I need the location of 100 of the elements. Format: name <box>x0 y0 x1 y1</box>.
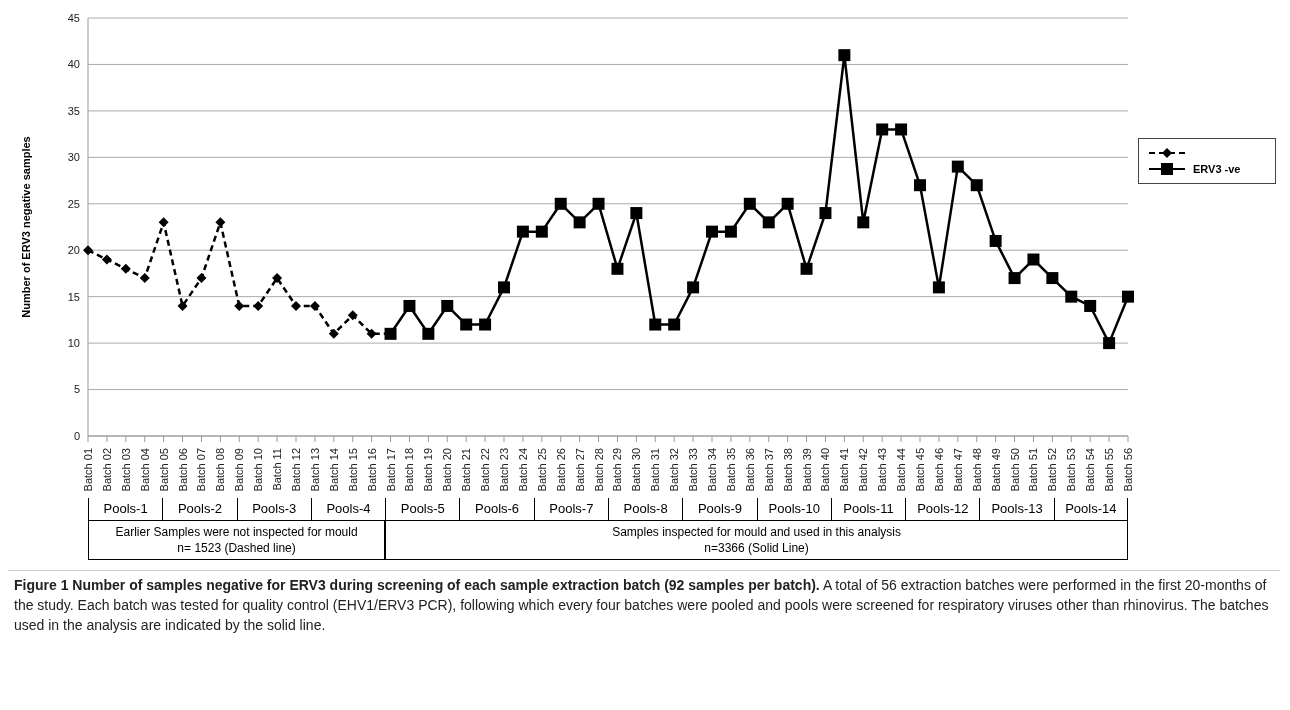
point <box>687 281 700 294</box>
x-tick-label: Batch 13 <box>308 448 321 492</box>
point <box>441 299 454 312</box>
point <box>1008 272 1021 285</box>
x-tick-label: Batch 52 <box>1046 448 1059 492</box>
x-tick-label: Batch 29 <box>611 448 624 492</box>
x-tick-label: Batch 24 <box>516 448 529 492</box>
x-tick-label: Batch 28 <box>592 448 605 492</box>
x-tick-label: Batch 20 <box>441 448 454 492</box>
point <box>668 318 681 331</box>
point <box>535 225 548 238</box>
point <box>1103 337 1116 350</box>
point <box>83 245 93 256</box>
point <box>800 262 813 275</box>
text: Pools-6 <box>459 498 534 520</box>
text: Samples inspected for mould and used in this analysis n=3366 (Solid Line) <box>385 520 1128 560</box>
x-tick-label: Batch 01 <box>82 448 94 492</box>
x-tick-label: Batch 07 <box>195 448 208 492</box>
x-tick-label: Batch 10 <box>252 448 265 492</box>
point <box>724 225 737 238</box>
point <box>781 197 794 210</box>
text: Pools-10 <box>756 498 831 520</box>
point <box>914 179 926 192</box>
x-tick-label: Batch 41 <box>838 448 851 492</box>
legend-label: ERV3 -ve <box>1193 163 1241 175</box>
point <box>592 197 605 210</box>
point <box>460 318 473 331</box>
text: Pools-5 <box>385 498 460 520</box>
point <box>253 300 264 311</box>
point <box>554 197 567 210</box>
y-tick-label: 40 <box>67 58 80 71</box>
point <box>291 300 301 311</box>
y-tick-label: 15 <box>67 290 80 303</box>
point <box>479 318 492 331</box>
x-tick-label: Batch 44 <box>895 448 908 492</box>
point <box>970 179 983 192</box>
x-tick-label: Batch 04 <box>138 448 151 492</box>
x-tick-label: Batch 50 <box>1008 448 1021 492</box>
x-tick-label: Batch 51 <box>1027 448 1040 492</box>
x-tick-label: Batch 54 <box>1084 448 1097 492</box>
x-tick-label: Batch 38 <box>781 448 794 492</box>
x-tick-label: Batch 32 <box>668 448 681 492</box>
point <box>895 123 908 136</box>
point <box>1027 253 1040 266</box>
y-tick-label: 0 <box>73 429 80 442</box>
point <box>951 160 964 173</box>
point <box>762 216 775 229</box>
x-tick-label: Batch 16 <box>365 448 378 492</box>
point <box>196 273 207 284</box>
point <box>347 310 358 321</box>
text: Pools-2 <box>162 498 237 520</box>
y-tick-label: 30 <box>67 151 80 164</box>
text: Pools-4 <box>310 498 386 520</box>
point <box>215 217 226 228</box>
point <box>706 225 718 238</box>
point <box>1065 290 1078 303</box>
x-tick-label: Batch 34 <box>706 448 718 492</box>
x-tick-label: Batch 30 <box>630 448 643 492</box>
x-tick-label: Batch 40 <box>819 448 832 492</box>
y-tick-label: 45 <box>67 11 80 24</box>
x-tick-label: Batch 42 <box>857 448 870 492</box>
x-tick-label: Batch 17 <box>384 448 397 492</box>
y-axis-title: Number of ERV3 negative samples <box>19 136 32 318</box>
x-tick-label: Batch 05 <box>157 448 170 492</box>
point <box>101 254 112 265</box>
text: Pools-14 <box>1053 498 1128 520</box>
x-tick-label: Batch 39 <box>800 448 813 492</box>
x-tick-label: Batch 03 <box>119 448 132 492</box>
caption: Figure 1 Number of samples negative for ERV3 during screening of each sample extraction batch (92 samples per batch). <box>14 577 820 593</box>
text: Pools-7 <box>533 498 608 520</box>
point <box>630 207 643 220</box>
text: Pools-1 <box>88 498 163 520</box>
point <box>403 299 416 312</box>
text: Pools-13 <box>979 498 1054 520</box>
x-tick-label: Batch 11 <box>271 448 284 491</box>
point <box>1084 299 1097 312</box>
y-tick-label: 35 <box>67 104 80 117</box>
x-tick-label: Batch 47 <box>951 448 964 492</box>
point <box>366 328 377 339</box>
x-tick-label: Batch 55 <box>1103 448 1116 492</box>
x-tick-label: Batch 43 <box>876 448 889 492</box>
text: Pools-11 <box>830 498 906 520</box>
point <box>272 273 283 284</box>
x-tick-label: Batch 08 <box>214 448 227 492</box>
point <box>611 262 624 275</box>
x-tick-label: Batch 31 <box>649 448 662 492</box>
x-tick-label: Batch 46 <box>932 448 945 492</box>
point <box>932 281 945 294</box>
x-tick-label: Batch 35 <box>724 448 737 492</box>
point <box>158 217 169 228</box>
y-tick-label: 10 <box>67 337 80 350</box>
x-tick-label: Batch 06 <box>176 448 189 492</box>
point <box>177 300 188 311</box>
point <box>989 234 1002 247</box>
point <box>422 327 435 340</box>
y-tick-label: 25 <box>67 197 80 210</box>
y-tick-label: 20 <box>67 244 80 257</box>
text: Earlier Samples were not inspected for mould n= 1523 (Dashed line) <box>88 520 386 560</box>
point <box>838 49 851 62</box>
x-tick-label: Batch 48 <box>970 448 983 492</box>
